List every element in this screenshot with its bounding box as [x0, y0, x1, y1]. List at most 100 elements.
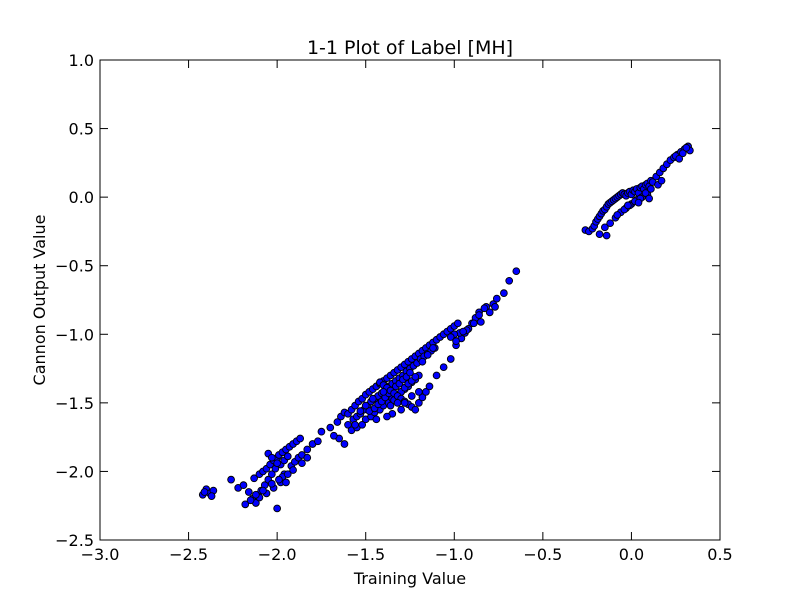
scatter-point [244, 488, 253, 496]
scatter-point [407, 392, 416, 400]
scatter-point [512, 267, 521, 276]
x-tick-label: −3.0 [81, 545, 120, 564]
scatter-point [485, 308, 494, 317]
scatter-point [613, 211, 622, 219]
scatter-point [317, 427, 326, 436]
x-axis-label: Training Value [353, 569, 466, 588]
scatter-point [453, 319, 462, 328]
scatter-point [406, 368, 414, 377]
scatter-point [379, 388, 388, 396]
scatter-point [289, 466, 297, 474]
x-tick-label: −1.5 [346, 545, 385, 564]
scatter-point [207, 492, 216, 500]
scatter-point [239, 481, 248, 489]
scatter-point [634, 198, 643, 207]
scatter-point [393, 399, 402, 407]
scatter-point [647, 185, 655, 193]
y-tick-label: −2.0 [55, 462, 94, 481]
scatter-point [361, 401, 370, 410]
scatter-point [340, 440, 349, 448]
ticks-layer: −3.0 −2.5 −2.0 −1.5 −1.0 −0.5 0.0 0.5−2.5−2.0−1… [55, 51, 733, 564]
scatter-point [273, 459, 281, 468]
points-layer [198, 142, 694, 513]
scatter-point [275, 475, 283, 484]
scatter-point [411, 405, 420, 414]
scatter-point [418, 393, 427, 402]
scatter-point [624, 201, 632, 210]
scatter-point [252, 490, 260, 499]
scatter-point [500, 289, 508, 297]
scatter-point [645, 194, 653, 203]
y-tick-label: 1.0 [69, 51, 94, 70]
scatter-point [452, 337, 460, 345]
x-tick-label: −1.0 [435, 545, 474, 564]
scatter-point [372, 415, 381, 424]
chart-title: 1-1 Plot of Label [MH] [307, 37, 513, 59]
scatter-point [678, 149, 687, 158]
scatter-point [333, 418, 342, 426]
scatter-point [480, 304, 489, 313]
scatter-point [259, 486, 267, 495]
y-tick-label: 0.5 [69, 120, 94, 139]
scatter-point [368, 394, 377, 403]
scatter-point [606, 219, 615, 228]
scatter-point [657, 176, 666, 185]
scatter-point [273, 504, 281, 513]
scatter-point [314, 437, 322, 446]
scatter-point [326, 423, 335, 432]
x-tick-label: −2.0 [258, 545, 297, 564]
scatter-point [675, 154, 684, 163]
scatter-point [246, 496, 255, 505]
scatter-point [595, 230, 604, 239]
y-tick-label: −0.5 [55, 257, 94, 276]
scatter-point [446, 333, 455, 341]
scatter-point [267, 453, 276, 462]
scatter-point [418, 357, 427, 366]
scatter-point [400, 399, 409, 407]
scatter-point [397, 405, 405, 414]
scatter-point [492, 294, 501, 303]
scatter-point [682, 143, 691, 152]
x-tick-label: −2.5 [169, 545, 208, 564]
scatter-point [429, 344, 437, 352]
scatter-point [415, 399, 423, 407]
y-tick-label: −1.5 [55, 394, 94, 413]
y-tick-label: −2.5 [55, 531, 94, 550]
scatter-point [601, 223, 609, 232]
scatter-point [459, 327, 467, 336]
scatter-point [250, 474, 258, 483]
scatter-point [298, 459, 306, 468]
y-tick-label: −1.0 [55, 325, 94, 344]
scatter-point [351, 420, 359, 429]
scatter-point [411, 372, 420, 381]
y-tick-label: 0.0 [69, 188, 94, 207]
scatter-point [423, 351, 432, 359]
scatter-point [267, 470, 276, 479]
x-tick-label: −0.5 [523, 545, 562, 564]
scatter-point [283, 470, 292, 479]
scatter-point [283, 452, 292, 461]
scatter-point [602, 231, 611, 240]
scatter-point [241, 500, 250, 509]
x-tick-label: 0.0 [619, 545, 644, 564]
scatter-point [227, 475, 235, 484]
scatter-point [282, 478, 290, 487]
scatter-point [267, 479, 276, 488]
scatter-point [505, 276, 514, 285]
scatter-point [432, 371, 441, 380]
scatter-point [356, 407, 365, 415]
scatter-point [469, 319, 478, 328]
scatter-point [329, 431, 338, 440]
scatter-point [475, 311, 483, 319]
scatter-point [303, 453, 312, 462]
scatter-point [477, 318, 485, 326]
scatter-point [383, 412, 391, 421]
scatter-point [200, 488, 209, 496]
scatter-point [415, 388, 423, 396]
scatter-point [386, 401, 395, 410]
scatter-point [425, 382, 434, 391]
x-tick-label: 0.5 [707, 545, 732, 564]
